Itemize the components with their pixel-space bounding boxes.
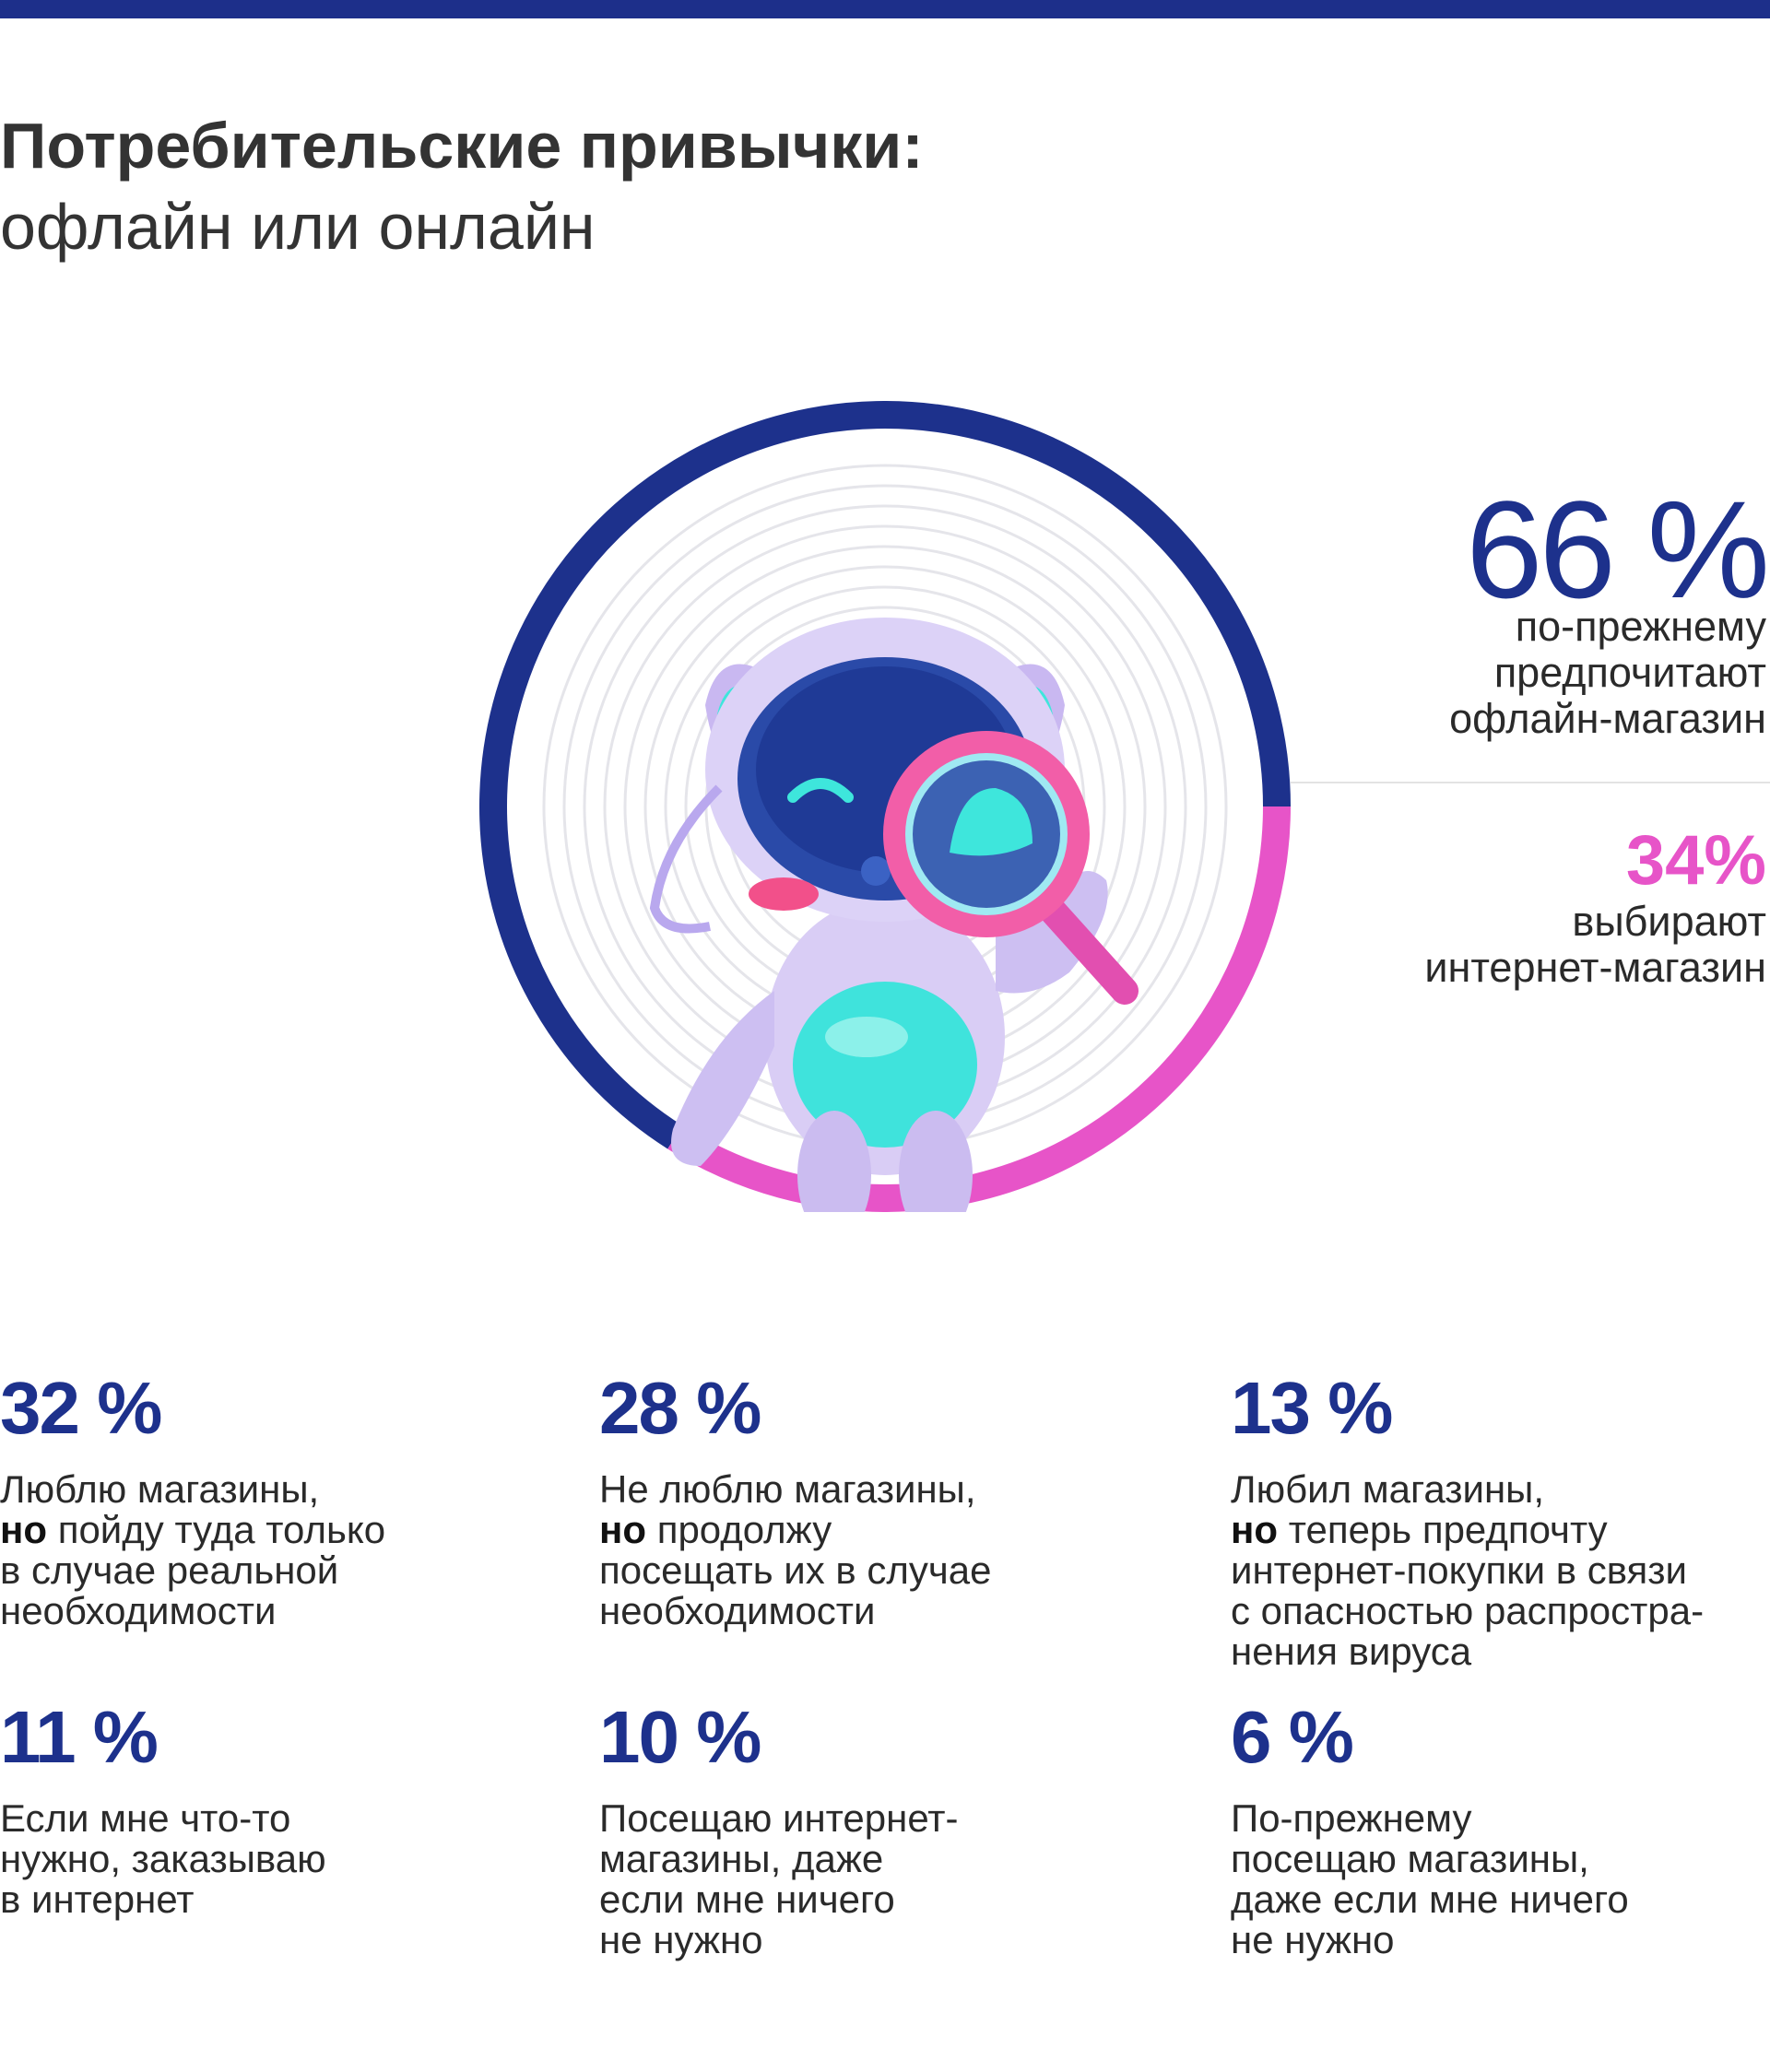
stat-item: 6 % По-прежнему посещаю магазины, даже е… [1231, 1701, 1770, 1960]
donut-slice-online [667, 806, 1291, 1212]
stat-text: По-прежнему посещаю магазины, даже если … [1231, 1796, 1629, 1961]
divider [1291, 782, 1770, 783]
stat-value: 11 % [0, 1696, 159, 1778]
stat-text: Если мне что-то нужно, заказываю в интер… [0, 1796, 326, 1921]
online-share-value: 34% [1625, 821, 1766, 900]
stat-value: 13 % [1231, 1367, 1393, 1449]
stat-item: 10 % Посещаю интернет- магазины, даже ес… [599, 1701, 1171, 1960]
donut-chart [479, 401, 1291, 1212]
stat-item: 13 % Любил магазины, но теперь предпочту … [1231, 1372, 1770, 1672]
top-bar [0, 0, 1770, 18]
stat-item: 11 % Если мне что-то нужно, заказываю в … [0, 1701, 572, 1920]
offline-share-label: по-прежнему предпочитают офлайн-магазин [1449, 603, 1766, 742]
stat-item: 28 % Не люблю магазины, но продолжу посещ… [599, 1372, 1171, 1631]
stat-item: 32 % Люблю магазины, но пойду туда только… [0, 1372, 572, 1631]
donut-slice-offline [479, 401, 1291, 1149]
offline-share-value: 66 % [1466, 472, 1770, 627]
stat-value: 28 % [599, 1367, 761, 1449]
page-subtitle: офлайн или онлайн [0, 191, 596, 263]
stat-value: 10 % [599, 1696, 761, 1778]
stat-text: Не люблю магазины, но продолжу посещать и… [599, 1467, 992, 1632]
stat-text: Любил магазины, но теперь предпочту интер… [1231, 1467, 1705, 1673]
stat-text: Посещаю интернет- магазины, даже если мн… [599, 1796, 959, 1961]
robot-mascot-illustration [649, 618, 1139, 1212]
online-share-label: выбирают интернет-магазин [1424, 898, 1766, 991]
stat-value: 32 % [0, 1367, 162, 1449]
page-title: Потребительские привычки: [0, 110, 924, 182]
stat-text: Люблю магазины, но пойду туда только в сл… [0, 1467, 386, 1632]
stat-value: 6 % [1231, 1696, 1354, 1778]
